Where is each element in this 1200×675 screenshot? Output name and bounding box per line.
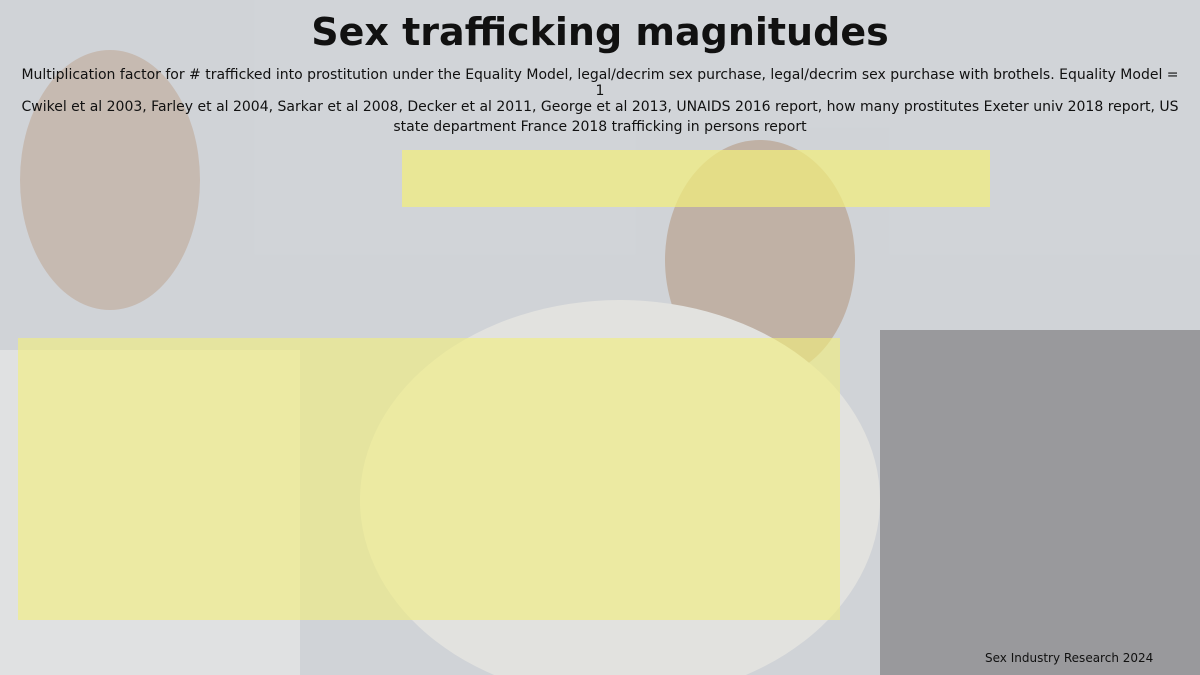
- highlight: [402, 150, 990, 207]
- chart-title: Sex trafficking magnitudes: [311, 10, 889, 54]
- credit: Sex Industry Research 2024: [985, 651, 1154, 665]
- highlight: [18, 338, 840, 620]
- subtitle: Multiplication factor for # trafficked i…: [21, 67, 1179, 99]
- source: Cwikel et al 2003, Farley et al 2004, Sa…: [21, 99, 1179, 135]
